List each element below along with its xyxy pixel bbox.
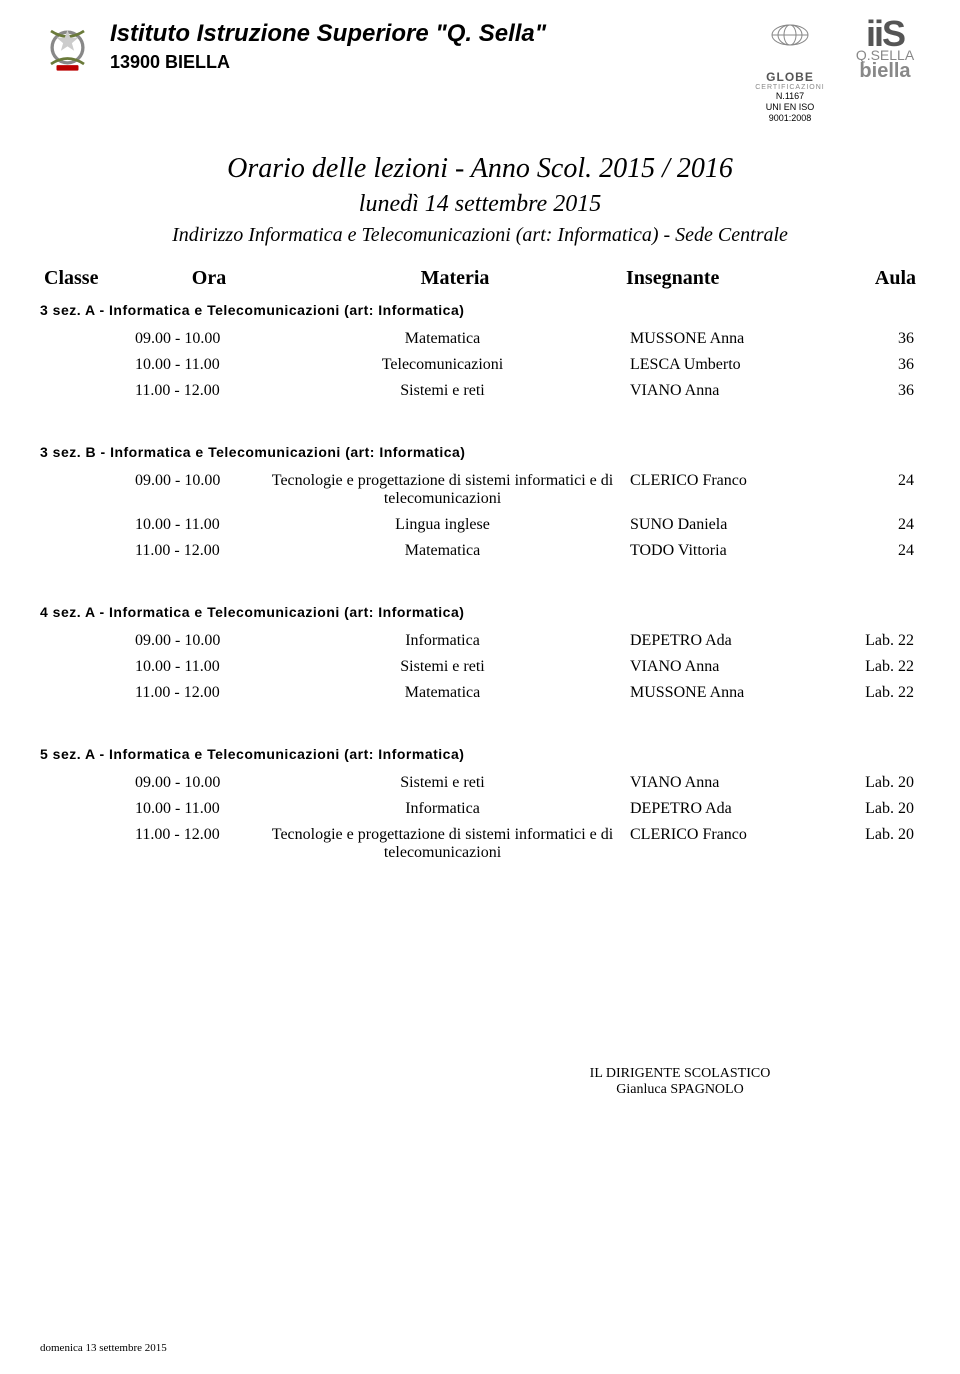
row-time: 09.00 - 10.00 <box>40 330 255 348</box>
row-time: 11.00 - 12.00 <box>40 826 255 844</box>
schedule-row: 09.00 - 10.00Tecnologie e progettazione … <box>40 468 920 512</box>
row-time: 09.00 - 10.00 <box>40 472 255 490</box>
section-title: 5 sez. A - Informatica e Telecomunicazio… <box>40 746 920 762</box>
col-ora: Ora <box>134 267 284 290</box>
row-room: Lab. 20 <box>850 774 920 792</box>
main-title: Orario delle lezioni - Anno Scol. 2015 /… <box>40 153 920 185</box>
schedule-row: 11.00 - 12.00Tecnologie e progettazione … <box>40 822 920 866</box>
italy-emblem-icon <box>40 20 95 75</box>
row-teacher: TODO Vittoria <box>630 542 850 560</box>
row-room: Lab. 20 <box>850 826 920 844</box>
schedule-row: 10.00 - 11.00InformaticaDEPETRO AdaLab. … <box>40 796 920 822</box>
sub-title: lunedì 14 settembre 2015 <box>40 191 920 218</box>
cert-iso: UNI EN ISO 9001:2008 <box>745 102 835 124</box>
schedule-row: 10.00 - 11.00Lingua ingleseSUNO Daniela2… <box>40 512 920 538</box>
row-subject: Sistemi e reti <box>255 382 630 400</box>
globe-sublabel: CERTIFICAZIONI <box>745 84 835 91</box>
schedule-section: 3 sez. B - Informatica e Telecomunicazio… <box>40 444 920 564</box>
row-subject: Sistemi e reti <box>255 658 630 676</box>
schedule-row: 11.00 - 12.00MatematicaTODO Vittoria24 <box>40 538 920 564</box>
schedule-section: 3 sez. A - Informatica e Telecomunicazio… <box>40 302 920 404</box>
row-room: Lab. 22 <box>850 684 920 702</box>
row-time: 11.00 - 12.00 <box>40 542 255 560</box>
row-teacher: VIANO Anna <box>630 658 850 676</box>
row-room: Lab. 20 <box>850 800 920 818</box>
row-time: 10.00 - 11.00 <box>40 658 255 676</box>
row-room: 24 <box>850 542 920 560</box>
schedule-row: 11.00 - 12.00Sistemi e retiVIANO Anna36 <box>40 378 920 404</box>
schedule-row: 10.00 - 11.00TelecomunicazioniLESCA Umbe… <box>40 352 920 378</box>
row-subject: Matematica <box>255 542 630 560</box>
row-time: 09.00 - 10.00 <box>40 632 255 650</box>
schedule-section: 4 sez. A - Informatica e Telecomunicazio… <box>40 604 920 706</box>
row-subject: Telecomunicazioni <box>255 356 630 374</box>
section-title: 3 sez. B - Informatica e Telecomunicazio… <box>40 444 920 460</box>
row-room: Lab. 22 <box>850 632 920 650</box>
signature-role: IL DIRIGENTE SCOLASTICO <box>440 1066 920 1082</box>
row-teacher: VIANO Anna <box>630 774 850 792</box>
row-subject: Sistemi e reti <box>255 774 630 792</box>
schedule-row: 10.00 - 11.00Sistemi e retiVIANO AnnaLab… <box>40 654 920 680</box>
row-room: 36 <box>850 356 920 374</box>
globe-label: GLOBE <box>745 70 835 84</box>
row-room: Lab. 22 <box>850 658 920 676</box>
row-room: 24 <box>850 472 920 490</box>
header-logos: GLOBE CERTIFICAZIONI N.1167 UNI EN ISO 9… <box>745 20 920 123</box>
col-insegnante: Insegnante <box>626 267 846 290</box>
schedule-row: 09.00 - 10.00InformaticaDEPETRO AdaLab. … <box>40 628 920 654</box>
row-subject: Tecnologie e progettazione di sistemi in… <box>255 472 630 508</box>
row-subject: Matematica <box>255 330 630 348</box>
row-teacher: VIANO Anna <box>630 382 850 400</box>
row-time: 10.00 - 11.00 <box>40 356 255 374</box>
row-teacher: DEPETRO Ada <box>630 800 850 818</box>
page-header: Istituto Istruzione Superiore "Q. Sella"… <box>40 20 920 123</box>
row-room: 24 <box>850 516 920 534</box>
row-time: 11.00 - 12.00 <box>40 684 255 702</box>
row-teacher: DEPETRO Ada <box>630 632 850 650</box>
row-teacher: SUNO Daniela <box>630 516 850 534</box>
row-room: 36 <box>850 382 920 400</box>
schedule-section: 5 sez. A - Informatica e Telecomunicazio… <box>40 746 920 866</box>
row-room: 36 <box>850 330 920 348</box>
row-time: 10.00 - 11.00 <box>40 800 255 818</box>
row-time: 10.00 - 11.00 <box>40 516 255 534</box>
signature-name: Gianluca SPAGNOLO <box>440 1082 920 1098</box>
cert-number: N.1167 <box>745 91 835 102</box>
col-materia: Materia <box>284 267 626 290</box>
iis-sella-logo: iiS Q.SELLA biella <box>850 20 920 81</box>
footer-date: domenica 13 settembre 2015 <box>40 1342 167 1354</box>
col-classe: Classe <box>44 267 134 290</box>
iis-text: iiS <box>850 20 920 49</box>
row-teacher: MUSSONE Anna <box>630 330 850 348</box>
schedule-row: 09.00 - 10.00MatematicaMUSSONE Anna36 <box>40 326 920 352</box>
signature-block: IL DIRIGENTE SCOLASTICO Gianluca SPAGNOL… <box>40 1066 920 1098</box>
title-block: Orario delle lezioni - Anno Scol. 2015 /… <box>40 153 920 247</box>
col-aula: Aula <box>846 267 916 290</box>
row-subject: Tecnologie e progettazione di sistemi in… <box>255 826 630 862</box>
row-subject: Matematica <box>255 684 630 702</box>
schedule-row: 09.00 - 10.00Sistemi e retiVIANO AnnaLab… <box>40 770 920 796</box>
row-teacher: LESCA Umberto <box>630 356 850 374</box>
row-subject: Informatica <box>255 800 630 818</box>
schedule-row: 11.00 - 12.00MatematicaMUSSONE AnnaLab. … <box>40 680 920 706</box>
row-time: 09.00 - 10.00 <box>40 774 255 792</box>
row-teacher: MUSSONE Anna <box>630 684 850 702</box>
school-city: 13900 BIELLA <box>110 52 745 73</box>
row-subject: Informatica <box>255 632 630 650</box>
section-title: 4 sez. A - Informatica e Telecomunicazio… <box>40 604 920 620</box>
row-teacher: CLERICO Franco <box>630 826 850 844</box>
track-title: Indirizzo Informatica e Telecomunicazion… <box>40 224 920 247</box>
row-time: 11.00 - 12.00 <box>40 382 255 400</box>
school-name: Istituto Istruzione Superiore "Q. Sella" <box>110 20 745 48</box>
row-teacher: CLERICO Franco <box>630 472 850 490</box>
globe-cert-logo: GLOBE CERTIFICAZIONI N.1167 UNI EN ISO 9… <box>745 20 835 123</box>
header-text: Istituto Istruzione Superiore "Q. Sella"… <box>110 20 745 73</box>
section-title: 3 sez. A - Informatica e Telecomunicazio… <box>40 302 920 318</box>
row-subject: Lingua inglese <box>255 516 630 534</box>
column-headers: Classe Ora Materia Insegnante Aula <box>40 267 920 290</box>
iis-city: biella <box>850 62 920 81</box>
